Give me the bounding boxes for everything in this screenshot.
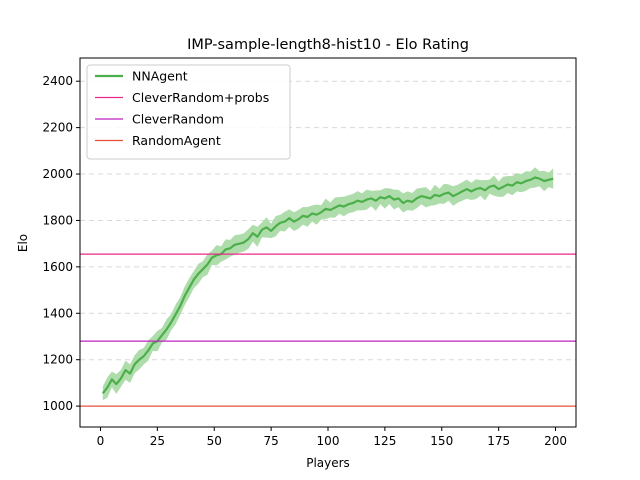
x-tick-label: 75 xyxy=(263,434,278,448)
legend-label: CleverRandom+probs xyxy=(132,90,269,105)
y-tick-label: 2400 xyxy=(42,74,73,88)
x-tick-label: 100 xyxy=(317,434,340,448)
y-tick-label: 2000 xyxy=(42,167,73,181)
x-tick-label: 0 xyxy=(97,434,105,448)
legend-label: RandomAgent xyxy=(132,133,221,148)
y-tick-label: 1200 xyxy=(42,353,73,367)
legend: NNAgent CleverRandom+probs CleverRandom Ran… xyxy=(86,64,291,160)
chart-title: IMP-sample-length8-hist10 - Elo Rating xyxy=(187,37,469,53)
y-axis-ticks: 1000 1200 1400 1600 1800 2000 2200 2400 xyxy=(42,74,80,413)
legend-label: CleverRandom xyxy=(132,112,224,127)
y-axis-label: Elo xyxy=(16,234,30,252)
x-tick-label: 125 xyxy=(373,434,396,448)
x-tick-label: 50 xyxy=(207,434,222,448)
legend-label: NNAgent xyxy=(132,69,188,84)
nnagent-line xyxy=(101,176,554,394)
y-tick-label: 1400 xyxy=(42,306,73,320)
x-axis-label: Players xyxy=(306,456,350,470)
confidence-bands xyxy=(102,167,554,401)
series-lines xyxy=(80,176,576,407)
y-tick-label: 1000 xyxy=(42,399,73,413)
x-tick-label: 175 xyxy=(487,434,510,448)
legend-box xyxy=(86,64,291,160)
y-tick-label: 2200 xyxy=(42,121,73,135)
x-axis-ticks: 0 25 50 75 100 125 150 175 200 xyxy=(97,427,567,448)
x-tick-label: 200 xyxy=(544,434,567,448)
x-tick-label: 25 xyxy=(150,434,165,448)
x-tick-label: 150 xyxy=(430,434,453,448)
y-tick-label: 1600 xyxy=(42,260,73,274)
y-tick-label: 1800 xyxy=(42,213,73,227)
nnagent-confidence-band xyxy=(102,167,554,401)
